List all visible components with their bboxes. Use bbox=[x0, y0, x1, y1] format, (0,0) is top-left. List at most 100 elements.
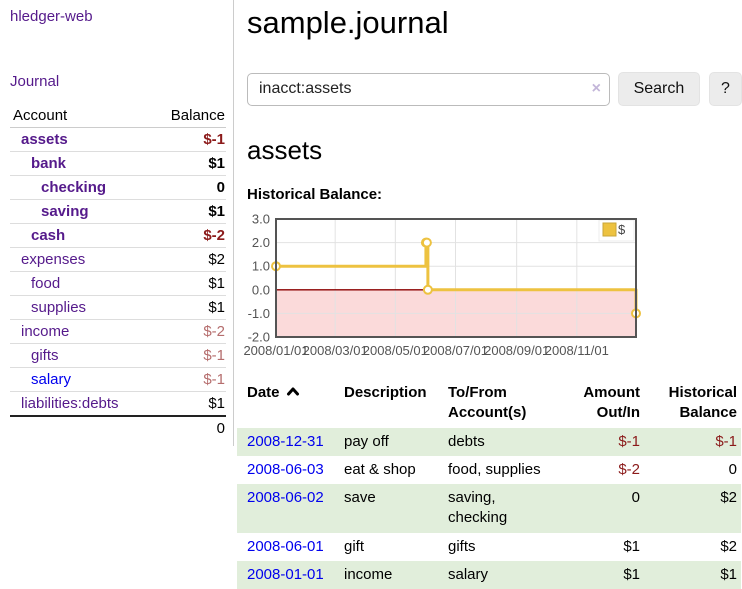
transaction-row: 2008-01-01 income salary $1 $1 bbox=[237, 560, 741, 589]
account-link-gifts[interactable]: gifts bbox=[31, 347, 59, 364]
transaction-row: 2008-06-01 gift gifts $1 $2 bbox=[237, 533, 741, 561]
transaction-amount: $1 bbox=[623, 537, 640, 555]
account-balance: $-2 bbox=[150, 223, 226, 248]
account-column-header: Account bbox=[10, 104, 151, 128]
transaction-amount: $1 bbox=[623, 565, 640, 583]
search-button[interactable]: Search bbox=[618, 72, 700, 106]
transaction-date-link[interactable]: 2008-01-01 bbox=[247, 565, 324, 583]
transaction-date-link[interactable]: 2008-06-01 bbox=[247, 537, 324, 555]
svg-text:-1.0: -1.0 bbox=[248, 306, 270, 321]
svg-text:1.0: 1.0 bbox=[252, 259, 270, 274]
account-row: expenses $2 bbox=[10, 247, 226, 272]
account-row: salary $-1 bbox=[10, 367, 226, 392]
sidebar: hledger-web Journal Account Balance asse… bbox=[0, 0, 233, 440]
sort-ascending-icon bbox=[286, 383, 300, 403]
help-button[interactable]: ? bbox=[708, 72, 742, 106]
transaction-amount: $-2 bbox=[618, 460, 640, 478]
main-content: sample.journal × Search ? assets Histori… bbox=[234, 0, 742, 589]
account-row: saving $1 bbox=[10, 199, 226, 224]
search-input[interactable] bbox=[247, 72, 610, 106]
account-balance: $-1 bbox=[150, 127, 226, 152]
transaction-balance: $2 bbox=[720, 489, 737, 506]
account-row: liabilities:debts $1 bbox=[10, 391, 226, 417]
account-row: assets $-1 bbox=[10, 127, 226, 152]
svg-text:$: $ bbox=[618, 222, 626, 237]
transaction-accounts: gifts bbox=[448, 537, 476, 555]
svg-text:2008/01/01: 2008/01/01 bbox=[243, 343, 308, 358]
amount-column-header: Amount Out/In bbox=[583, 384, 640, 422]
transaction-accounts: salary bbox=[448, 565, 489, 583]
app-brand-link[interactable]: hledger-web bbox=[10, 8, 93, 25]
transaction-description: save bbox=[344, 489, 376, 506]
search-form: × Search ? bbox=[247, 72, 742, 106]
account-balance-table: Account Balance assets $-1 bank $1 checkin… bbox=[10, 104, 226, 440]
account-balance: $-1 bbox=[150, 343, 226, 368]
account-row: cash $-2 bbox=[10, 223, 226, 248]
account-row: supplies $1 bbox=[10, 295, 226, 320]
svg-text:2008/03/01: 2008/03/01 bbox=[303, 343, 368, 358]
account-row: income $-2 bbox=[10, 319, 226, 344]
transaction-description: income bbox=[344, 565, 393, 583]
svg-text:0.0: 0.0 bbox=[252, 282, 270, 297]
date-column-header[interactable]: Date bbox=[237, 379, 334, 428]
sidebar-divider bbox=[233, 0, 234, 446]
account-link-expenses[interactable]: expenses bbox=[21, 251, 86, 268]
account-heading: assets bbox=[247, 135, 323, 165]
svg-text:2008/09/01: 2008/09/01 bbox=[484, 343, 549, 358]
account-row: food $1 bbox=[10, 271, 226, 296]
svg-text:2008/07/01: 2008/07/01 bbox=[423, 343, 488, 358]
transaction-accounts: food, supplies bbox=[448, 460, 541, 478]
accounts-total-row: 0 bbox=[10, 415, 226, 440]
account-row: gifts $-1 bbox=[10, 343, 226, 368]
svg-text:2.0: 2.0 bbox=[252, 235, 270, 250]
chart-canvas: $3.0 2.0 1.0 0.0 -1.0 -2.02008/01/012008/03/0… bbox=[243, 214, 641, 358]
transaction-description: pay off bbox=[344, 432, 389, 450]
transaction-balance: 0 bbox=[728, 460, 737, 478]
account-row: checking 0 bbox=[10, 175, 226, 200]
transaction-balance: $2 bbox=[720, 537, 737, 555]
svg-text:2008/11/01: 2008/11/01 bbox=[545, 343, 609, 358]
account-link-bank[interactable]: bank bbox=[31, 155, 67, 172]
transaction-date-link[interactable]: 2008-06-02 bbox=[247, 489, 324, 506]
transaction-amount: 0 bbox=[631, 489, 640, 506]
svg-text:2008/05/01: 2008/05/01 bbox=[363, 343, 428, 358]
transaction-accounts: debts bbox=[448, 432, 485, 450]
account-link-income[interactable]: income bbox=[21, 323, 70, 340]
account-balance: $1 bbox=[150, 199, 226, 224]
account-balance: $1 bbox=[150, 391, 226, 417]
account-link-cash[interactable]: cash bbox=[31, 227, 66, 244]
account-balance: $1 bbox=[150, 151, 226, 176]
account-balance: $1 bbox=[150, 295, 226, 320]
transaction-description: gift bbox=[344, 537, 365, 555]
account-balance: $1 bbox=[150, 271, 226, 296]
clear-search-icon[interactable]: × bbox=[591, 79, 601, 97]
account-balance: $-2 bbox=[150, 319, 226, 344]
account-link-supplies[interactable]: supplies bbox=[31, 299, 87, 316]
transaction-amount: $-1 bbox=[618, 432, 640, 450]
balance-column-header: Balance bbox=[150, 104, 226, 128]
sidebar-item-journal[interactable]: Journal bbox=[10, 73, 60, 90]
account-link-salary[interactable]: salary bbox=[31, 371, 72, 388]
account-link-liabilities-debts[interactable]: liabilities:debts bbox=[21, 395, 119, 412]
transaction-description: eat & shop bbox=[344, 460, 416, 478]
account-link-checking[interactable]: checking bbox=[41, 179, 107, 196]
account-link-food[interactable]: food bbox=[31, 275, 61, 292]
transaction-balance: $1 bbox=[720, 565, 737, 583]
transaction-accounts: saving, checking bbox=[448, 489, 508, 527]
transaction-row: 2008-12-31 pay off debts $-1 $-1 bbox=[237, 427, 741, 456]
transaction-date-link[interactable]: 2008-12-31 bbox=[247, 432, 324, 450]
account-row: bank $1 bbox=[10, 151, 226, 176]
account-balance: 0 bbox=[150, 175, 226, 200]
accounts-total-value: 0 bbox=[150, 415, 226, 440]
description-column-header: Description bbox=[344, 384, 427, 401]
transaction-row: 2008-06-02 save saving, checking 0 $2 bbox=[237, 484, 741, 533]
account-link-saving[interactable]: saving bbox=[41, 203, 89, 220]
account-link-assets[interactable]: assets bbox=[21, 131, 68, 148]
account-balance: $2 bbox=[150, 247, 226, 272]
historical-balance-chart: $3.0 2.0 1.0 0.0 -1.0 -2.0 2008/01/01 2008/03/0… bbox=[242, 214, 742, 364]
transaction-date-link[interactable]: 2008-06-03 bbox=[247, 460, 324, 478]
chart-label: Historical Balance: bbox=[247, 186, 383, 203]
balance-column-header: Historical Balance bbox=[668, 384, 737, 422]
page-title: sample.journal bbox=[247, 5, 449, 40]
svg-text:-2.0: -2.0 bbox=[248, 330, 270, 345]
